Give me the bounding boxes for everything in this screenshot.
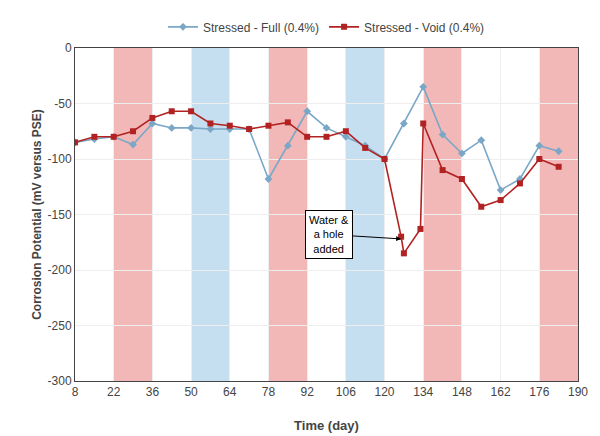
- svg-text:92: 92: [300, 385, 314, 399]
- svg-text:-100: -100: [48, 152, 72, 166]
- svg-text:64: 64: [223, 385, 237, 399]
- svg-text:176: 176: [529, 385, 549, 399]
- svg-text:190: 190: [568, 385, 588, 399]
- svg-text:-50: -50: [54, 97, 72, 111]
- svg-text:50: 50: [184, 385, 198, 399]
- svg-text:148: 148: [452, 385, 472, 399]
- svg-text:Corrosion Potential (mV versus: Corrosion Potential (mV versus PSE): [30, 109, 44, 320]
- svg-text:134: 134: [413, 385, 433, 399]
- svg-text:8: 8: [72, 385, 79, 399]
- svg-text:36: 36: [146, 385, 160, 399]
- svg-text:-250: -250: [48, 319, 72, 333]
- svg-text:0: 0: [65, 41, 72, 55]
- svg-text:Stressed - Full (0.4%): Stressed - Full (0.4%): [203, 21, 319, 35]
- svg-text:162: 162: [491, 385, 511, 399]
- svg-text:-200: -200: [48, 263, 72, 277]
- svg-text:22: 22: [107, 385, 121, 399]
- svg-text:120: 120: [375, 385, 395, 399]
- svg-text:78: 78: [262, 385, 276, 399]
- svg-text:Water &a holeadded: Water &a holeadded: [309, 214, 349, 255]
- svg-text:Time (day): Time (day): [294, 418, 359, 433]
- svg-text:106: 106: [336, 385, 356, 399]
- svg-text:-300: -300: [48, 374, 72, 388]
- svg-text:-150: -150: [48, 208, 72, 222]
- svg-text:Stressed - Void (0.4%): Stressed - Void (0.4%): [364, 21, 484, 35]
